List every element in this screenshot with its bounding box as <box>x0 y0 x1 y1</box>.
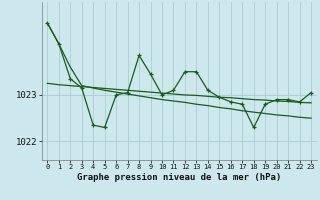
X-axis label: Graphe pression niveau de la mer (hPa): Graphe pression niveau de la mer (hPa) <box>77 173 281 182</box>
